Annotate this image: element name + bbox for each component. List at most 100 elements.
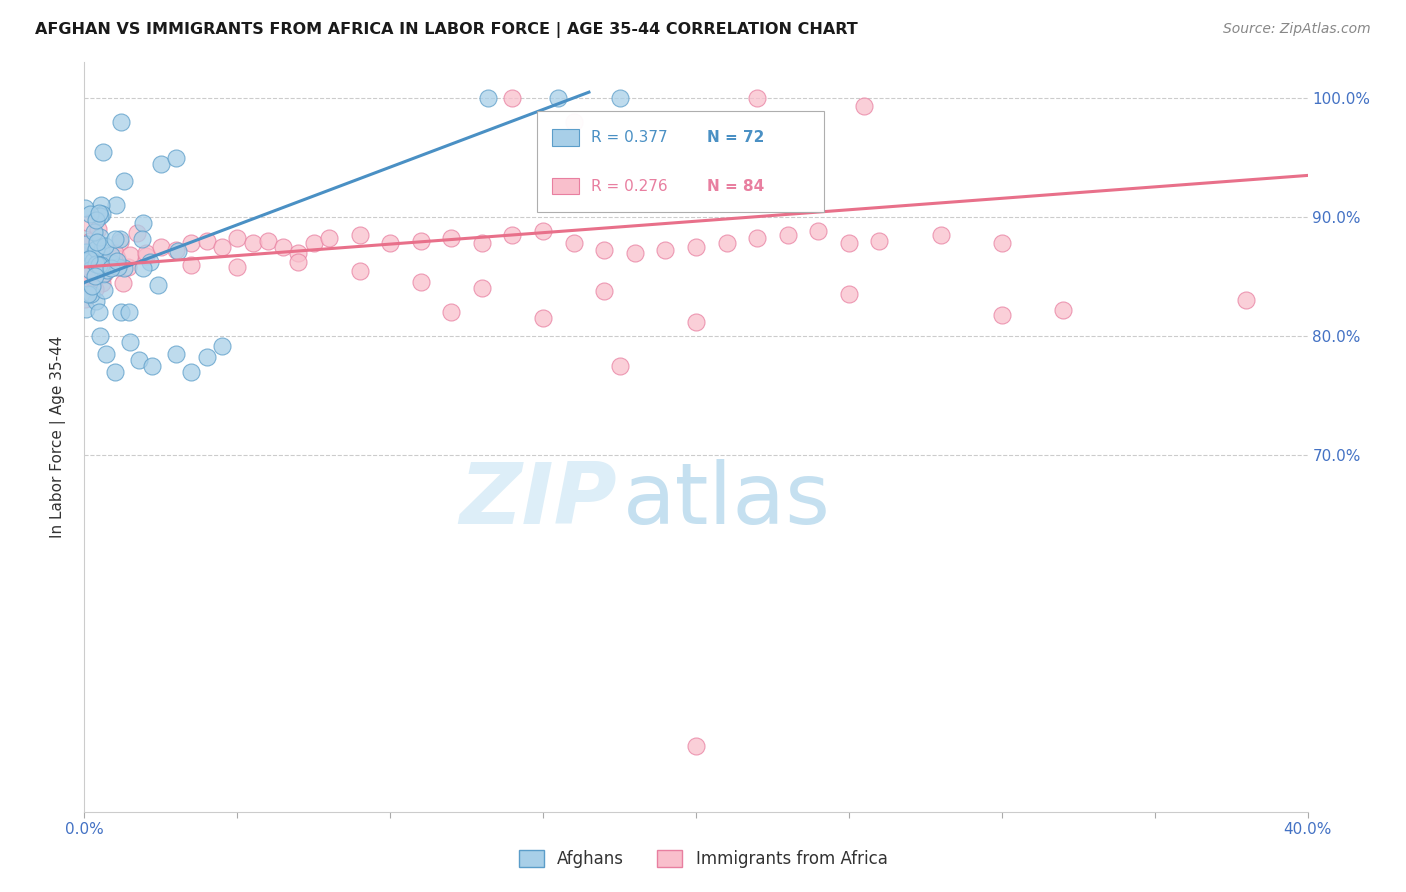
Point bbox=[84, 213, 107, 227]
Point bbox=[747, 231, 769, 245]
Point bbox=[94, 347, 117, 361]
Point bbox=[84, 282, 107, 296]
Point bbox=[87, 240, 110, 254]
Point bbox=[180, 258, 202, 272]
Point bbox=[104, 198, 127, 212]
Point bbox=[125, 226, 148, 240]
Point bbox=[471, 281, 494, 295]
Point bbox=[502, 227, 524, 242]
Point bbox=[226, 231, 249, 245]
Point bbox=[84, 257, 107, 271]
Point bbox=[89, 229, 111, 244]
Point bbox=[149, 240, 172, 254]
Text: AFGHAN VS IMMIGRANTS FROM AFRICA IN LABOR FORCE | AGE 35-44 CORRELATION CHART: AFGHAN VS IMMIGRANTS FROM AFRICA IN LABO… bbox=[35, 22, 858, 38]
FancyBboxPatch shape bbox=[551, 129, 578, 145]
Point bbox=[79, 234, 101, 248]
Point bbox=[166, 244, 188, 258]
Point bbox=[93, 268, 115, 282]
Point bbox=[84, 294, 107, 309]
Text: R = 0.377: R = 0.377 bbox=[591, 130, 668, 145]
Point bbox=[107, 254, 129, 268]
Point bbox=[128, 352, 150, 367]
Text: N = 84: N = 84 bbox=[707, 178, 765, 194]
Point bbox=[90, 244, 112, 259]
Point bbox=[90, 258, 112, 272]
Point bbox=[110, 115, 132, 129]
Point bbox=[609, 91, 631, 105]
FancyBboxPatch shape bbox=[551, 178, 578, 194]
Text: atlas: atlas bbox=[623, 459, 831, 542]
Point bbox=[1236, 293, 1258, 308]
Point bbox=[73, 201, 96, 215]
Point bbox=[477, 91, 499, 105]
Point bbox=[593, 244, 616, 258]
Point bbox=[929, 227, 952, 242]
Point bbox=[141, 359, 163, 373]
Point bbox=[91, 145, 114, 159]
Point bbox=[100, 260, 122, 275]
Point bbox=[502, 91, 524, 105]
Point bbox=[211, 338, 233, 352]
Point bbox=[287, 245, 309, 260]
Point bbox=[271, 240, 294, 254]
Point bbox=[86, 235, 108, 250]
Point bbox=[77, 252, 100, 266]
Point bbox=[440, 305, 463, 319]
Point bbox=[80, 249, 103, 263]
Point bbox=[149, 156, 172, 170]
Point bbox=[76, 236, 98, 251]
Point bbox=[75, 236, 97, 251]
Point bbox=[195, 351, 218, 365]
Point bbox=[75, 244, 97, 259]
Point bbox=[776, 227, 799, 242]
Point bbox=[80, 287, 103, 301]
Point bbox=[104, 232, 127, 246]
Point bbox=[131, 231, 153, 245]
Point bbox=[87, 305, 110, 319]
Point bbox=[94, 239, 117, 253]
Point bbox=[79, 207, 101, 221]
Point bbox=[991, 308, 1014, 322]
Point bbox=[120, 334, 142, 349]
Point bbox=[853, 99, 876, 113]
Point bbox=[547, 91, 569, 105]
Point bbox=[84, 269, 107, 284]
Point bbox=[87, 258, 110, 272]
Point bbox=[685, 315, 707, 329]
Point bbox=[562, 115, 585, 129]
Point bbox=[609, 359, 631, 373]
Point bbox=[165, 347, 187, 361]
Point bbox=[242, 236, 264, 251]
Point bbox=[111, 276, 134, 290]
Point bbox=[104, 365, 127, 379]
Text: N = 72: N = 72 bbox=[707, 130, 765, 145]
Point bbox=[117, 260, 139, 274]
Point bbox=[991, 236, 1014, 251]
Point bbox=[76, 278, 98, 293]
Text: R = 0.276: R = 0.276 bbox=[591, 178, 668, 194]
Point bbox=[89, 209, 111, 223]
Point bbox=[110, 305, 132, 319]
Point bbox=[84, 242, 107, 256]
Point bbox=[87, 222, 110, 236]
Point bbox=[624, 245, 647, 260]
Point bbox=[96, 263, 118, 277]
Point bbox=[409, 234, 432, 248]
Point bbox=[226, 260, 249, 274]
Point bbox=[120, 248, 142, 262]
Point bbox=[82, 254, 104, 268]
Point bbox=[87, 244, 110, 259]
Text: Source: ZipAtlas.com: Source: ZipAtlas.com bbox=[1223, 22, 1371, 37]
Point bbox=[349, 227, 371, 242]
Point bbox=[654, 244, 676, 258]
Point bbox=[838, 236, 860, 251]
Point bbox=[101, 255, 124, 269]
Point bbox=[302, 236, 325, 251]
Point bbox=[89, 206, 111, 220]
Point bbox=[869, 234, 891, 248]
Point bbox=[76, 259, 98, 273]
Point bbox=[112, 260, 135, 275]
Point bbox=[257, 234, 280, 248]
Point bbox=[100, 248, 122, 262]
Point bbox=[1052, 302, 1074, 317]
